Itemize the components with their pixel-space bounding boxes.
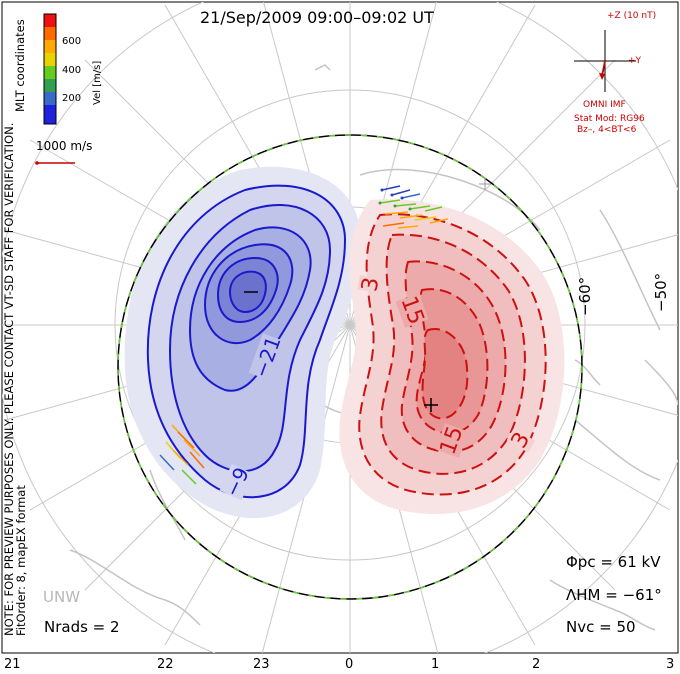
stat-n-rads: Nrads = 2 bbox=[44, 618, 120, 636]
mlt-tick-1: 1 bbox=[431, 657, 440, 672]
colorbar-tick-400: 400 bbox=[62, 65, 82, 76]
mlt-tick-2: 2 bbox=[532, 657, 541, 672]
mlt-tick-23: 23 bbox=[253, 657, 270, 672]
fit-order-note: FitOrder: 8, mapEX format bbox=[14, 485, 28, 636]
coords-label: MLT coordinates bbox=[13, 19, 27, 112]
colorbar-tick-600: 600 bbox=[62, 36, 82, 47]
velocity-vectors-top bbox=[379, 185, 449, 229]
mlt-tick-21: 21 bbox=[4, 657, 21, 672]
velocity-vectors-left bbox=[159, 424, 205, 485]
radar-label-unw: UNW bbox=[43, 588, 81, 606]
imf-by-label: +Y bbox=[628, 56, 642, 66]
stat-phi-pc: Φpc = 61 kV bbox=[566, 553, 661, 571]
coastlines bbox=[69, 64, 678, 631]
imf-dial bbox=[574, 30, 636, 92]
vector-scale-label: 1000 m/s bbox=[36, 139, 93, 153]
radar-site-marks bbox=[479, 178, 491, 190]
vector-origin-dots-top bbox=[378, 188, 412, 211]
map-title: 21/Sep/2009 09:00–09:02 UT bbox=[200, 8, 434, 27]
imf-bz-label: +Z (10 nT) bbox=[607, 11, 657, 21]
imf-condition-label: Bz–, 4<BT<6 bbox=[577, 125, 637, 135]
mlt-tick-3: 3 bbox=[666, 657, 675, 672]
latitude-label-60: −60° bbox=[576, 276, 594, 316]
imf-source-label: OMNI IMF bbox=[583, 100, 626, 110]
colorbar-unit-label: Vel [m/s] bbox=[92, 60, 103, 105]
negative-cell bbox=[124, 166, 361, 519]
colorbar-tick-200: 200 bbox=[62, 93, 82, 104]
mlt-tick-22: 22 bbox=[157, 657, 174, 672]
mlt-tick-0: 0 bbox=[345, 657, 354, 672]
latitude-label-50: −50° bbox=[652, 272, 670, 312]
vector-scale bbox=[35, 161, 75, 165]
stat-n-vc: Nvc = 50 bbox=[566, 618, 636, 636]
hm-boundary-markers bbox=[117, 134, 583, 600]
stat-model-label: Stat Mod: RG96 bbox=[574, 114, 645, 124]
velocity-colorbar bbox=[43, 13, 57, 125]
stat-lambda-hm: ΛHM = −61° bbox=[566, 586, 662, 604]
